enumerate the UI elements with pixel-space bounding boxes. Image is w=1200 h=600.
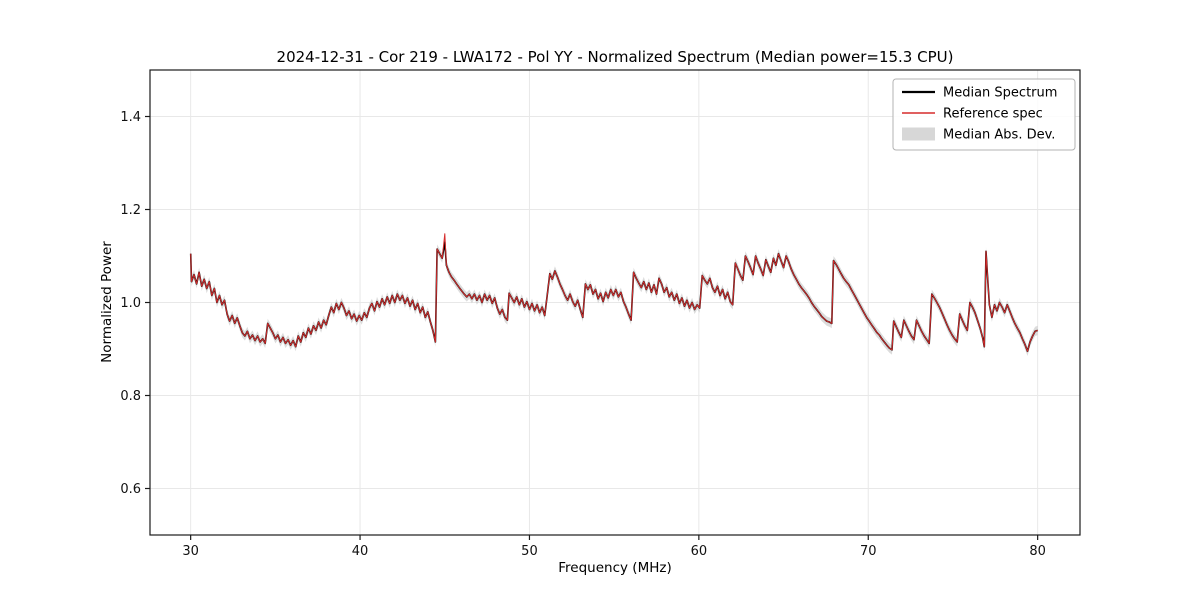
x-tick-label: 60	[691, 544, 708, 559]
legend-box	[892, 78, 1076, 151]
x-tick-label: 50	[521, 544, 538, 559]
legend-label-0: Median Spectrum	[943, 86, 1057, 101]
y-tick-label: 1.2	[120, 203, 141, 218]
grid-lines	[150, 70, 1080, 535]
legend: Median Spectrum Reference spec Median Abs.…	[892, 78, 1076, 151]
x-axis-label: Frequency (MHz)	[558, 560, 672, 576]
x-tick-label: 70	[860, 544, 877, 559]
x-tick-labels: 30 40 50 60 70 80	[182, 535, 1046, 559]
y-tick-label: 1.0	[120, 296, 141, 311]
chart-title: 2024-12-31 - Cor 219 - LWA172 - Pol YY -…	[276, 48, 954, 66]
x-tick-label: 40	[352, 544, 369, 559]
y-tick-label: 0.6	[120, 482, 141, 497]
legend-sample-2	[902, 127, 935, 141]
legend-label-2: Median Abs. Dev.	[943, 128, 1055, 143]
x-tick-label: 80	[1029, 544, 1046, 559]
legend-label-1: Reference spec	[943, 107, 1043, 122]
reference-spectrum-line	[190, 233, 1038, 352]
x-tick-label: 30	[182, 544, 199, 559]
y-tick-label: 1.4	[120, 110, 141, 125]
mad-band	[190, 237, 1038, 356]
y-tick-label: 0.8	[120, 389, 141, 404]
y-tick-labels: 0.6 0.8 1.0 1.2 1.4	[120, 110, 150, 497]
